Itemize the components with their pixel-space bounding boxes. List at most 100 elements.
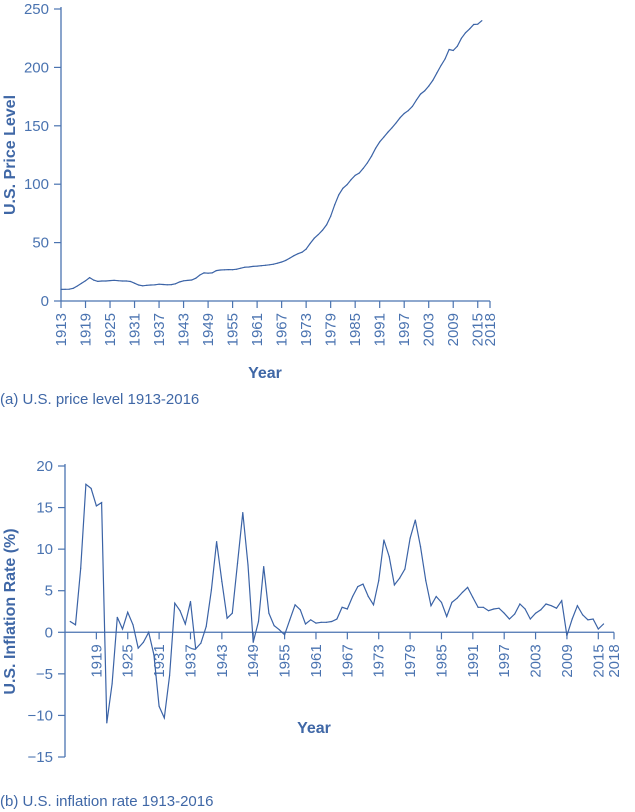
data-point [370, 155, 373, 157]
data-point [252, 265, 254, 268]
x-tick-label: 1991 [465, 644, 482, 677]
y-tick-label: 150 [24, 118, 49, 135]
data-point [334, 204, 336, 206]
data-point [341, 606, 343, 608]
data-point [464, 32, 467, 34]
data-point [582, 614, 584, 616]
data-point [268, 264, 270, 266]
data-point [240, 267, 242, 269]
data-point [451, 601, 453, 603]
x-tick-label: 1937 [151, 313, 168, 346]
data-point [310, 619, 312, 621]
data-point [378, 580, 380, 582]
y-axis-label: U.S. Inflation Rate (%) [2, 528, 19, 694]
x-tick-label: 1961 [308, 644, 325, 677]
x-tick-label: 2009 [445, 313, 462, 346]
data-point [472, 596, 474, 598]
x-tick-label: 1925 [102, 313, 119, 346]
data-point [440, 64, 442, 67]
data-point [170, 284, 172, 286]
data-point [351, 595, 354, 598]
data-point [366, 162, 369, 164]
x-tick-label: 2003 [528, 644, 545, 677]
data-point [142, 641, 145, 643]
data-point [317, 233, 319, 236]
data-point [158, 283, 160, 285]
data-point [127, 611, 129, 613]
data-point [456, 597, 458, 599]
data-point [432, 79, 434, 81]
data-point [498, 607, 500, 609]
data-point [223, 269, 226, 271]
data-point [68, 288, 70, 290]
data-point [138, 284, 140, 286]
data-point [236, 268, 238, 270]
data-point [273, 625, 275, 627]
data-point [95, 505, 97, 507]
data-point [148, 631, 150, 633]
data-point [242, 511, 244, 514]
data-point [393, 584, 395, 586]
data-point [93, 279, 95, 281]
y-tick-label: 250 [24, 1, 49, 18]
data-point [411, 105, 413, 108]
data-point [137, 647, 139, 649]
y-tick-label: −5 [36, 666, 53, 683]
x-tick-label: 1973 [371, 644, 388, 677]
x-tick-label: 1985 [347, 313, 364, 346]
data-point [487, 610, 490, 612]
y-tick-label: 100 [24, 176, 49, 193]
x-tick-label: 1997 [496, 644, 513, 677]
data-point [446, 615, 448, 618]
data-point [247, 564, 249, 566]
data-point [294, 604, 296, 606]
data-point [415, 99, 418, 101]
x-tick-label: 1997 [396, 313, 413, 346]
x-tick-label: 1931 [127, 313, 144, 346]
data-point [117, 280, 119, 282]
data-point [325, 621, 328, 623]
data-point [195, 277, 197, 279]
data-point [336, 618, 338, 620]
data-point [216, 541, 218, 543]
data-point [425, 580, 427, 582]
y-tick-label: 15 [36, 500, 53, 517]
data-point [101, 501, 103, 504]
data-point [331, 620, 333, 623]
data-point [508, 618, 511, 620]
x-tick-label: 1955 [277, 644, 294, 677]
data-point [407, 110, 409, 112]
data-point [76, 285, 78, 287]
x-tick-label: 2015 [590, 644, 607, 677]
data-point [481, 20, 483, 22]
data-point [473, 23, 475, 26]
data-point [278, 629, 280, 631]
data-point [85, 483, 87, 485]
data-point [260, 265, 262, 267]
x-tick-label: 1943 [176, 313, 193, 346]
data-point [419, 546, 422, 548]
data-point [346, 184, 348, 186]
data-point [90, 487, 92, 490]
data-point [448, 48, 450, 51]
data-point [395, 122, 397, 124]
data-point [80, 567, 82, 569]
data-point [210, 589, 212, 591]
x-tick-label: 1955 [225, 313, 242, 346]
data-point [362, 167, 364, 169]
data-point [424, 90, 426, 92]
data-point [404, 568, 406, 570]
data-point [467, 586, 469, 588]
data-point [101, 280, 103, 282]
data-point [468, 28, 471, 30]
x-tick-label: 1943 [214, 644, 231, 677]
data-point [555, 607, 558, 609]
y-tick-label: 0 [41, 293, 49, 310]
data-point [263, 566, 265, 568]
data-point [109, 279, 111, 282]
x-tick-label: 1967 [339, 644, 356, 677]
data-point [105, 280, 107, 282]
data-point [550, 605, 552, 607]
data-point [435, 595, 437, 598]
data-point [116, 616, 118, 618]
